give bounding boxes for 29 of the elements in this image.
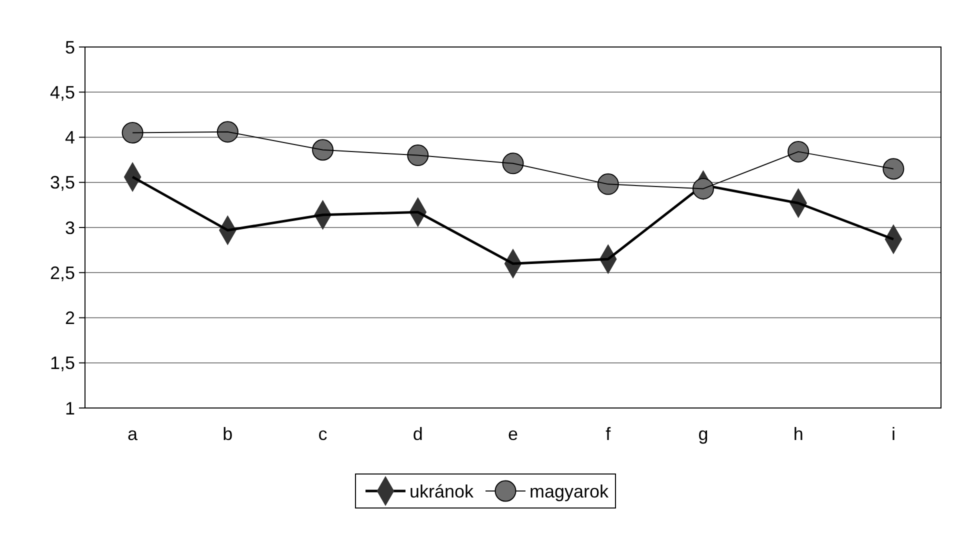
point bbox=[882, 158, 904, 180]
point bbox=[407, 144, 429, 166]
point bbox=[216, 121, 238, 143]
x-tick-label: f bbox=[606, 424, 612, 444]
y-tick-label: 1 bbox=[64, 398, 75, 418]
x-tick-label: b bbox=[222, 424, 233, 444]
y-tick-label: 2 bbox=[64, 308, 75, 328]
point bbox=[597, 173, 619, 195]
legend-label: magyarok bbox=[530, 481, 610, 502]
x-tick-label: i bbox=[891, 424, 896, 444]
x-tick-label: d bbox=[412, 424, 423, 444]
y-tick-label: 4,5 bbox=[50, 82, 75, 102]
point bbox=[788, 140, 810, 162]
y-tick-label: 4 bbox=[64, 128, 75, 148]
x-tick-label: a bbox=[128, 424, 139, 444]
legend-label: ukránok bbox=[410, 481, 475, 502]
point bbox=[502, 152, 524, 174]
y-tick-label: 3,5 bbox=[50, 172, 75, 193]
point bbox=[312, 139, 334, 161]
x-tick-label: c bbox=[318, 424, 328, 444]
y-tick-label: 3 bbox=[64, 218, 75, 238]
point bbox=[122, 122, 144, 144]
x-tick-label: e bbox=[508, 424, 518, 444]
x-tick-label: g bbox=[698, 424, 708, 444]
x-tick-label: h bbox=[793, 424, 804, 444]
y-tick-label: 1,5 bbox=[50, 353, 75, 374]
point bbox=[692, 178, 714, 200]
y-tick-label: 5 bbox=[64, 37, 75, 58]
y-tick-label: 2,5 bbox=[50, 262, 75, 283]
